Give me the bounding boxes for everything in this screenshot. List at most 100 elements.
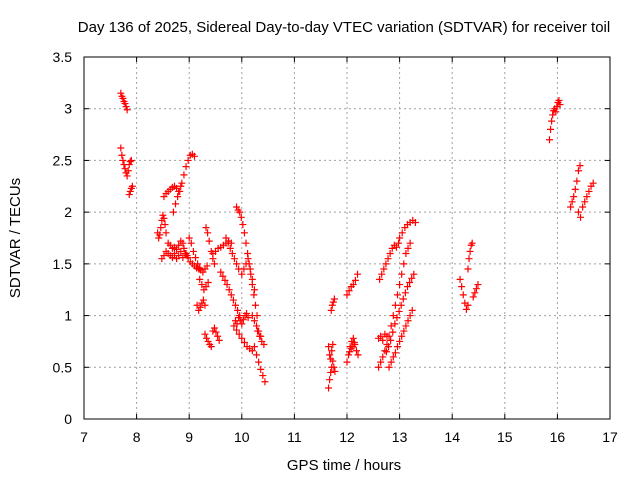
data-point-marker <box>173 245 181 253</box>
data-point-marker <box>406 239 414 247</box>
data-point-marker <box>228 250 236 258</box>
y-tick-label: 0.5 <box>53 359 73 375</box>
data-point-marker <box>345 351 353 359</box>
data-point-marker <box>326 351 334 359</box>
data-point-marker <box>230 255 238 263</box>
data-point-marker <box>119 156 127 164</box>
data-point-marker <box>385 343 393 351</box>
data-point-marker <box>408 274 416 282</box>
y-tick-label: 3.5 <box>53 49 73 65</box>
data-point-marker <box>398 332 406 340</box>
data-point-marker <box>393 343 401 351</box>
data-point-marker <box>155 234 163 242</box>
data-point-marker <box>398 270 406 278</box>
data-point-marker <box>256 332 264 340</box>
data-point-marker <box>126 187 134 195</box>
data-point-marker <box>398 229 406 237</box>
data-point-marker <box>396 281 404 289</box>
data-point-marker <box>260 341 268 349</box>
data-point-marker <box>379 336 387 344</box>
data-point-marker <box>190 152 198 160</box>
data-point-marker <box>169 208 177 216</box>
data-point-marker <box>410 270 418 278</box>
data-point-marker <box>119 94 127 102</box>
data-point-marker <box>204 229 212 237</box>
data-point-marker <box>233 203 241 211</box>
data-point-marker <box>168 254 176 262</box>
data-point-marker <box>240 229 248 237</box>
data-point-marker <box>203 334 211 342</box>
data-point-marker <box>210 260 218 268</box>
data-point-marker <box>391 349 399 357</box>
data-point-marker <box>203 262 211 270</box>
data-point-marker <box>242 260 250 268</box>
data-point-marker <box>231 301 239 309</box>
data-point-marker <box>552 108 560 116</box>
data-point-marker <box>325 343 333 351</box>
data-point-marker <box>579 203 587 211</box>
data-point-marker <box>233 260 241 268</box>
data-point-marker <box>127 156 135 164</box>
data-point-marker <box>573 177 581 185</box>
data-point-marker <box>204 278 212 286</box>
data-point-marker <box>462 305 470 313</box>
data-point-marker <box>387 336 395 344</box>
data-point-marker <box>244 255 252 263</box>
data-point-marker <box>384 255 392 263</box>
data-point-marker <box>547 125 555 133</box>
x-tick-label: 12 <box>339 429 355 445</box>
data-point-marker <box>469 293 477 301</box>
data-point-marker <box>471 289 479 297</box>
data-point-marker <box>126 157 134 165</box>
data-point-marker <box>175 252 183 260</box>
data-point-marker <box>330 363 338 371</box>
data-point-marker <box>555 96 563 104</box>
data-point-marker <box>117 89 125 97</box>
data-point-marker <box>207 343 215 351</box>
data-point-marker <box>175 241 183 249</box>
data-point-marker <box>346 348 354 356</box>
data-point-marker <box>177 247 185 255</box>
data-point-marker <box>174 193 182 201</box>
data-point-marker <box>577 213 585 221</box>
data-points <box>117 89 597 392</box>
data-point-marker <box>178 179 186 187</box>
data-point-marker <box>118 151 126 159</box>
data-point-marker <box>196 303 204 311</box>
data-point-marker <box>233 326 241 334</box>
data-point-marker <box>392 243 400 251</box>
data-point-marker <box>235 330 243 338</box>
data-point-marker <box>172 200 180 208</box>
data-point-marker <box>160 214 168 222</box>
data-point-marker <box>574 167 582 175</box>
data-point-marker <box>222 234 230 242</box>
data-point-marker <box>585 187 593 195</box>
data-point-marker <box>468 239 476 247</box>
data-point-marker <box>254 327 262 335</box>
data-point-marker <box>179 239 187 247</box>
data-point-marker <box>156 231 164 239</box>
data-point-marker <box>128 182 136 190</box>
y-tick-label: 3 <box>64 101 72 117</box>
data-point-marker <box>408 306 416 314</box>
data-point-marker <box>253 351 261 359</box>
data-point-marker <box>385 363 393 371</box>
data-point-marker <box>458 283 466 291</box>
data-point-marker <box>176 187 184 195</box>
data-point-marker <box>387 358 395 366</box>
data-point-marker <box>381 347 389 355</box>
data-point-marker <box>391 320 399 328</box>
data-point-marker <box>386 250 394 258</box>
y-tick-label: 1 <box>64 308 72 324</box>
data-point-marker <box>240 265 248 273</box>
data-point-marker <box>121 100 129 108</box>
data-point-marker <box>234 306 242 314</box>
data-point-marker <box>329 341 337 349</box>
data-point-marker <box>568 198 576 206</box>
data-point-marker <box>574 208 582 216</box>
data-point-marker <box>123 172 131 180</box>
data-point-marker <box>224 239 232 247</box>
data-point-marker <box>157 224 165 232</box>
data-point-marker <box>246 265 254 273</box>
